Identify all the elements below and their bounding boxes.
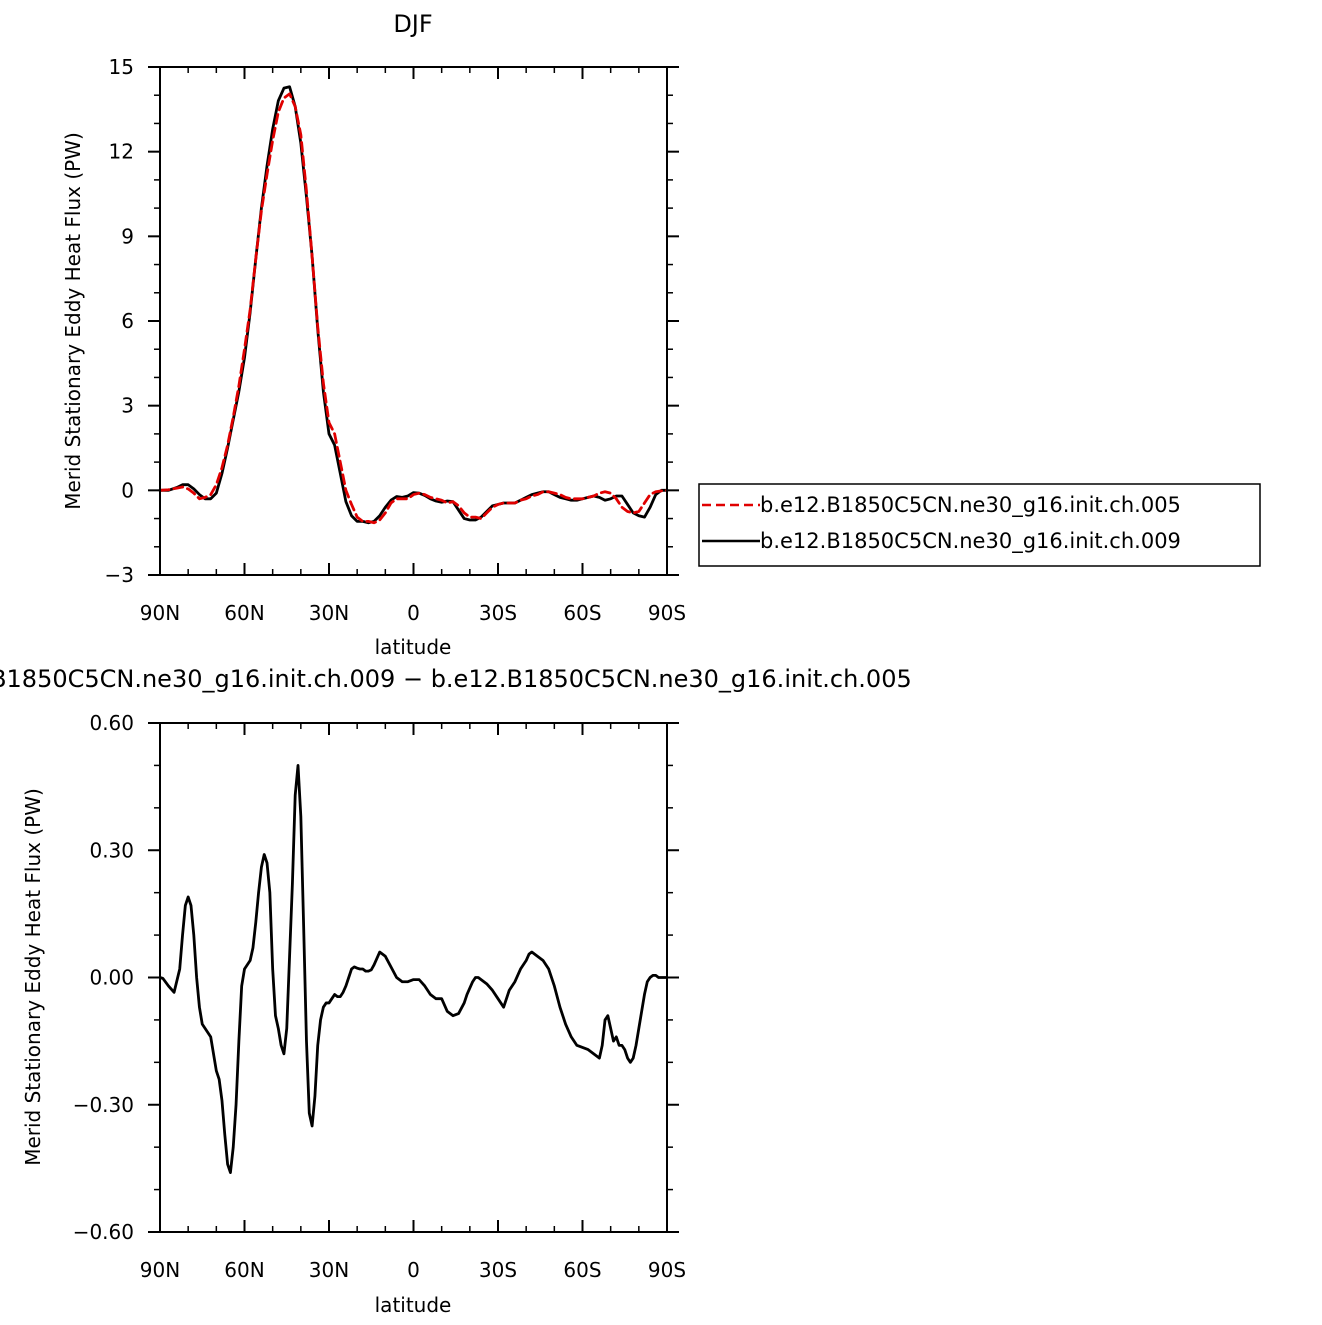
top-chart-ytick-label: 15 — [109, 55, 134, 79]
bottom-chart-xtick-label: 0 — [407, 1258, 420, 1282]
bottom-chart-xlabel: latitude — [375, 1293, 452, 1317]
top-chart-panel: DJF 90N 60N 30N 0 30S 60S 90S −3 0 3 6 9 12 15 latitu… — [61, 10, 686, 659]
bottom-chart-xtick-label: 90N — [140, 1258, 180, 1282]
bottom-chart-ytick-label: 0.30 — [89, 838, 134, 862]
legend-box — [698, 483, 1261, 567]
top-chart-xtick-label: 90N — [140, 601, 180, 625]
bottom-chart-ytick-label: 0.00 — [89, 966, 134, 990]
legend-label-005: b.e12.B1850C5CN.ne30_g16.init.ch.005 — [760, 493, 1181, 518]
bottom-chart-ytick-label: −0.30 — [73, 1093, 134, 1117]
top-chart-ylabel: Merid Stationary Eddy Heat Flux (PW) — [61, 132, 85, 510]
top-chart-series-group — [158, 85, 669, 525]
top-chart-ytick-label: −3 — [105, 563, 134, 587]
bottom-chart-panel: b.e12.B1850C5CN.ne30_g16.init.ch.009 − b… — [0, 665, 912, 1317]
bottom-chart-ytick-label: −0.60 — [73, 1220, 134, 1244]
bottom-chart-xtick-label: 90S — [648, 1258, 686, 1282]
top-chart-xtick-label: 30S — [479, 601, 517, 625]
bottom-chart-ytick-label: 0.60 — [89, 711, 134, 735]
legend-label-009: b.e12.B1850C5CN.ne30_g16.init.ch.009 — [760, 529, 1181, 554]
bottom-chart-title: b.e12.B1850C5CN.ne30_g16.init.ch.009 − b… — [0, 665, 912, 693]
bottom-chart-xtick-label: 60N — [224, 1258, 264, 1282]
top-chart-xlabel: latitude — [375, 635, 452, 659]
top-chart-ytick-label: 0 — [121, 478, 134, 502]
top-chart-series-line-2 — [158, 85, 669, 525]
top-chart-title: DJF — [393, 10, 432, 38]
bottom-chart-ticks: 90N 60N 30N 0 30S 60S 90S −0.60 −0.30 0.00 0.30 0.6… — [73, 711, 686, 1282]
top-chart-frame — [159, 66, 668, 576]
bottom-chart-series-group — [158, 764, 669, 1175]
top-chart-legend: b.e12.B1850C5CN.ne30_g16.init.ch.005 b.e… — [698, 483, 1261, 567]
bottom-chart-series-line-1 — [158, 764, 669, 1175]
top-chart-ytick-label: 9 — [121, 224, 134, 248]
top-chart-xtick-label: 0 — [407, 601, 420, 625]
bottom-chart-xtick-label: 60S — [563, 1258, 601, 1282]
bottom-chart-ylabel: Merid Stationary Eddy Heat Flux (PW) — [21, 788, 45, 1166]
bottom-chart-xtick-label: 30N — [309, 1258, 349, 1282]
top-chart-xtick-label: 60S — [563, 601, 601, 625]
top-chart-ytick-label: 6 — [121, 309, 134, 333]
top-chart-ticks: 90N 60N 30N 0 30S 60S 90S −3 0 3 6 9 12 15 — [105, 55, 687, 625]
top-chart-xtick-label: 30N — [309, 601, 349, 625]
top-chart-series-line-1 — [158, 92, 669, 525]
top-chart-xtick-label: 90S — [648, 601, 686, 625]
bottom-chart-frame — [159, 722, 668, 1233]
bottom-chart-xtick-label: 30S — [479, 1258, 517, 1282]
top-chart-ytick-label: 12 — [109, 140, 134, 164]
top-chart-ytick-label: 3 — [121, 394, 134, 418]
top-chart-xtick-label: 60N — [224, 601, 264, 625]
